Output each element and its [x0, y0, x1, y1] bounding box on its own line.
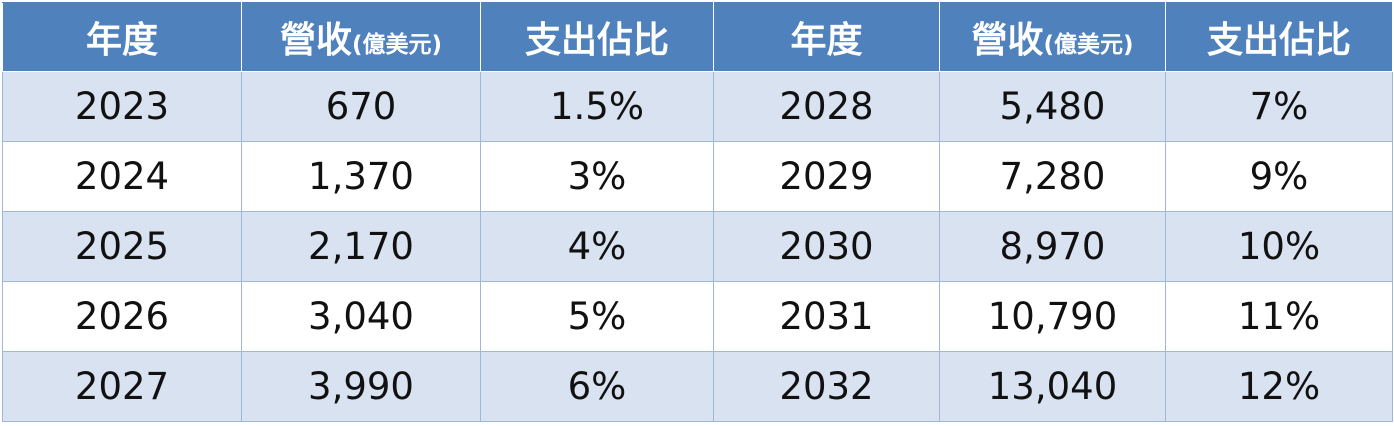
table-row: 2023 670 1.5% 2028 5,480 7% — [2, 71, 1393, 142]
table-row: 2026 3,040 5% 2031 10,790 11% — [2, 281, 1393, 352]
header-share: 支出佔比 — [1165, 2, 1393, 72]
cell-share: 4% — [480, 211, 714, 282]
cell-share: 12% — [1165, 351, 1393, 422]
table-row: 2024 1,370 3% 2029 7,280 9% — [2, 141, 1393, 212]
header-share: 支出佔比 — [480, 2, 714, 72]
cell-year: 2023 — [2, 71, 242, 142]
cell-revenue: 8,970 — [939, 211, 1166, 282]
cell-revenue: 10,790 — [939, 281, 1166, 352]
cell-year: 2029 — [713, 141, 940, 212]
cell-revenue: 1,370 — [241, 141, 481, 212]
cell-share: 9% — [1165, 141, 1393, 212]
cell-revenue: 13,040 — [939, 351, 1166, 422]
cell-share: 10% — [1165, 211, 1393, 282]
cell-year: 2025 — [2, 211, 242, 282]
header-revenue-unit: (億美元) — [1043, 32, 1134, 58]
cell-year: 2031 — [713, 281, 940, 352]
header-year: 年度 — [713, 2, 940, 72]
cell-share: 11% — [1165, 281, 1393, 352]
cell-year: 2032 — [713, 351, 940, 422]
cell-year: 2030 — [713, 211, 940, 282]
cell-year: 2028 — [713, 71, 940, 142]
cell-year: 2027 — [2, 351, 242, 422]
cell-revenue: 670 — [241, 71, 481, 142]
header-revenue-unit: (億美元) — [351, 32, 443, 58]
header-year-label: 年度 — [790, 20, 863, 61]
header-row: 年度 營收(億美元) 支出佔比 年度 營收(億美元) 支出佔比 — [2, 2, 1393, 72]
cell-share: 1.5% — [480, 71, 714, 142]
header-revenue: 營收(億美元) — [939, 2, 1166, 72]
cell-year: 2024 — [2, 141, 242, 212]
cell-revenue: 3,990 — [241, 351, 481, 422]
cell-share: 5% — [480, 281, 714, 352]
table-row: 2025 2,170 4% 2030 8,970 10% — [2, 211, 1393, 282]
header-revenue: 營收(億美元) — [241, 2, 481, 72]
header-revenue-label: 營收 — [971, 20, 1044, 61]
header-revenue-label: 營收 — [279, 20, 352, 61]
header-share-label: 支出佔比 — [524, 20, 669, 61]
cell-share: 3% — [480, 141, 714, 212]
header-year-label: 年度 — [85, 20, 158, 61]
cell-revenue: 5,480 — [939, 71, 1166, 142]
cell-share: 7% — [1165, 71, 1393, 142]
cell-revenue: 3,040 — [241, 281, 481, 352]
cell-year: 2026 — [2, 281, 242, 352]
cell-share: 6% — [480, 351, 714, 422]
cell-revenue: 2,170 — [241, 211, 481, 282]
table-row: 2027 3,990 6% 2032 13,040 12% — [2, 351, 1393, 422]
cell-revenue: 7,280 — [939, 141, 1166, 212]
header-share-label: 支出佔比 — [1206, 20, 1351, 61]
header-year: 年度 — [2, 2, 242, 72]
